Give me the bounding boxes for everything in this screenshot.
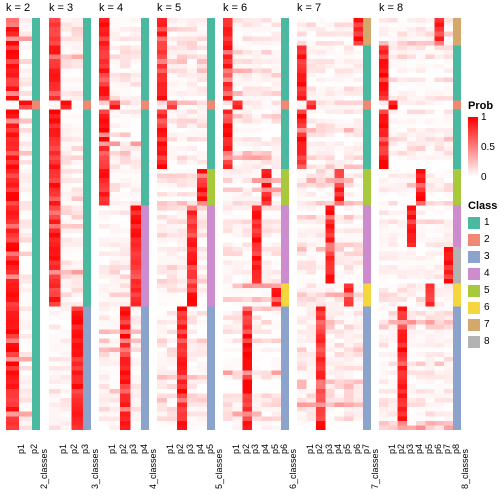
xlabel-classes-k6: 6_classes	[288, 449, 298, 489]
legend-class-label-6: 6	[484, 302, 490, 313]
xlabel-p1-k4: p1	[107, 444, 117, 454]
xlabel-p3-k3: p3	[80, 444, 90, 454]
heatmap-k6	[223, 18, 281, 430]
xlabel-p1-k2: p1	[16, 444, 26, 454]
class-bar-k5	[207, 18, 215, 430]
xlabel-p4-k6: p4	[260, 444, 270, 454]
xlabel-p4-k5: p4	[195, 444, 205, 454]
legend-prob-tick: 0	[481, 172, 487, 183]
xlabel-p3-k6: p3	[250, 444, 260, 454]
legend-class-swatch-4	[468, 268, 480, 280]
xlabel-p2-k6: p2	[241, 444, 251, 454]
legend-class-swatch-1	[468, 217, 480, 229]
class-bar-k3	[83, 18, 91, 430]
legend-prob-tick: 0.5	[481, 142, 495, 153]
legend-class-label-7: 7	[484, 319, 490, 330]
xlabel-classes-k8: 8_classes	[460, 449, 470, 489]
xlabel-p5-k6: p5	[270, 444, 280, 454]
panel-title-k4: k = 4	[99, 2, 123, 14]
legend-prob-title: Prob	[468, 100, 493, 112]
xlabel-p4-k8: p4	[414, 444, 424, 454]
class-bar-k2	[32, 18, 40, 430]
class-bar-k6	[281, 18, 289, 430]
legend-class-label-1: 1	[484, 217, 490, 228]
legend-class-label-8: 8	[484, 336, 490, 347]
xlabel-p1-k6: p1	[231, 444, 241, 454]
xlabel-p3-k4: p3	[128, 444, 138, 454]
xlabel-classes-k4: 4_classes	[148, 449, 158, 489]
heatmap-grid: k = 2p1p22_classesk = 3p1p2p33_classesk …	[0, 0, 504, 504]
panel-title-k8: k = 8	[379, 2, 403, 14]
legend-class-swatch-6	[468, 302, 480, 314]
xlabel-classes-k7: 7_classes	[370, 449, 380, 489]
class-bar-k4	[141, 18, 149, 430]
xlabel-p3-k5: p3	[185, 444, 195, 454]
heatmap-k2	[6, 18, 32, 430]
panel-title-k2: k = 2	[6, 2, 30, 14]
legend-class-swatch-7	[468, 319, 480, 331]
class-bar-k8	[453, 18, 461, 430]
legend-class-swatch-5	[468, 285, 480, 297]
legend-class-swatch-3	[468, 251, 480, 263]
xlabel-p1-k5: p1	[165, 444, 175, 454]
legend-prob-tick: 1	[481, 112, 487, 123]
xlabel-p1-k3: p1	[58, 444, 68, 454]
xlabel-p2-k7: p2	[314, 444, 324, 454]
heatmap-k4	[99, 18, 141, 430]
heatmap-k8	[379, 18, 453, 430]
xlabel-classes-k3: 3_classes	[90, 449, 100, 489]
panel-title-k3: k = 3	[49, 2, 73, 14]
xlabel-p2-k5: p2	[175, 444, 185, 454]
class-bar-k7	[363, 18, 371, 430]
legend-class-label-4: 4	[484, 268, 490, 279]
legend-class-swatch-2	[468, 234, 480, 246]
legend-prob-gradient	[468, 117, 478, 177]
xlabel-p5-k7: p5	[342, 444, 352, 454]
panel-title-k6: k = 6	[223, 2, 247, 14]
xlabel-p2-k4: p2	[118, 444, 128, 454]
legend-class-swatch-8	[468, 336, 480, 348]
xlabel-p2-k2: p2	[29, 444, 39, 454]
heatmap-k5	[157, 18, 207, 430]
panel-title-k7: k = 7	[297, 2, 321, 14]
xlabel-classes-k5: 5_classes	[214, 449, 224, 489]
xlabel-classes-k2: 2_classes	[39, 449, 49, 489]
heatmap-k3	[49, 18, 83, 430]
legend-class-label-5: 5	[484, 285, 490, 296]
legend-class-label-3: 3	[484, 251, 490, 262]
heatmap-k7	[297, 18, 363, 430]
panel-title-k5: k = 5	[157, 2, 181, 14]
xlabel-p2-k3: p2	[69, 444, 79, 454]
legend-class-title: Class	[468, 200, 497, 212]
legend-class-label-2: 2	[484, 234, 490, 245]
